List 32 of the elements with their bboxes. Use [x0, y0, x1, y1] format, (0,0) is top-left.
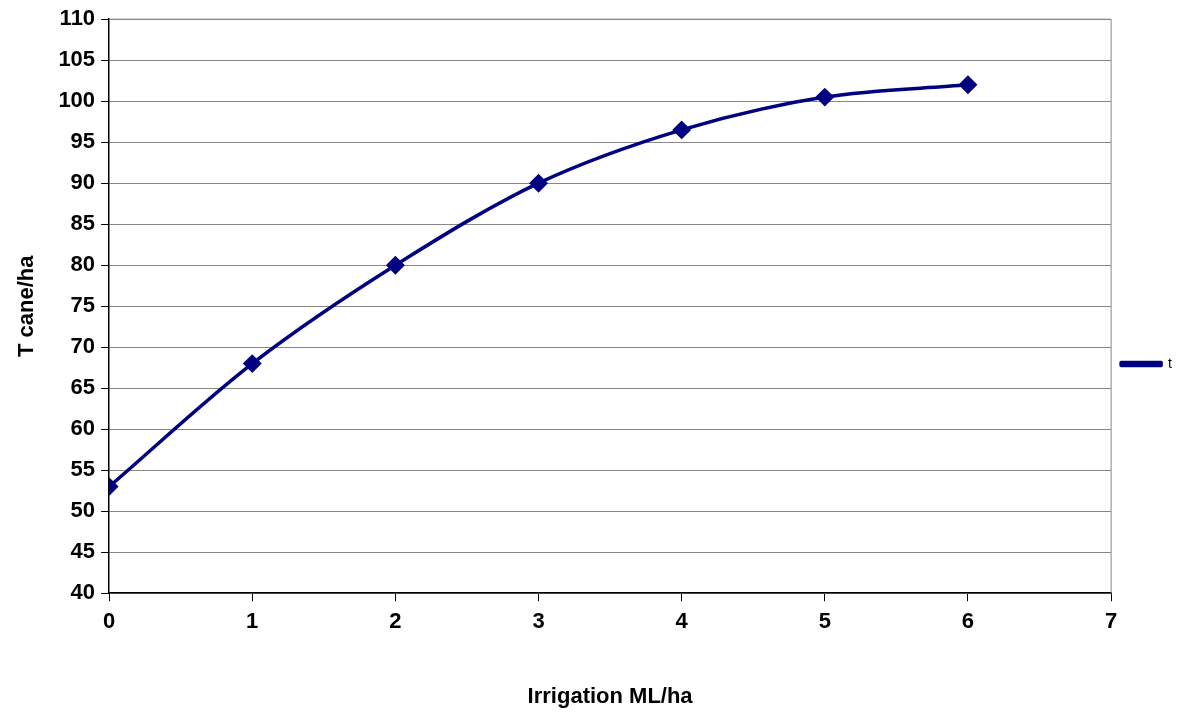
point [959, 76, 977, 94]
x-tick-label: 2 [389, 608, 402, 634]
x-tick-label: 5 [818, 608, 831, 634]
point [529, 174, 548, 192]
y-tick-label: 85 [70, 210, 96, 236]
x-tick-label: 0 [102, 608, 116, 634]
point [386, 256, 405, 274]
y-tick-label: 40 [70, 579, 96, 605]
y-tick-label: 55 [70, 456, 96, 482]
y-axis-title: T cane/ha [13, 254, 39, 357]
x-tick-label: 6 [961, 608, 975, 634]
y-tick-label: 65 [70, 374, 96, 400]
y-tick-label: 50 [70, 497, 96, 523]
point [243, 354, 261, 373]
x-tick-label: 3 [532, 608, 545, 634]
y-tick-label: 80 [70, 251, 96, 277]
point [672, 121, 691, 139]
y-tick-label: 105 [58, 46, 96, 72]
x-tick-label: 7 [1104, 608, 1118, 634]
y-tick-label: 100 [58, 87, 96, 113]
y-tick-label: 75 [70, 292, 96, 318]
y-tick-label: 95 [70, 128, 96, 154]
y-tick-label: 70 [70, 333, 96, 359]
y-tick-label: 60 [70, 415, 96, 441]
y-tick-label: 110 [59, 5, 96, 31]
point [816, 88, 834, 106]
y-tick-label: 90 [70, 169, 96, 195]
legend-label: t [1168, 354, 1173, 371]
x-tick-label: 1 [246, 608, 259, 634]
x-tick-label: 4 [675, 608, 689, 634]
y-tick-label: 45 [70, 538, 96, 564]
x-axis-title: Irrigation ML/ha [527, 682, 694, 708]
